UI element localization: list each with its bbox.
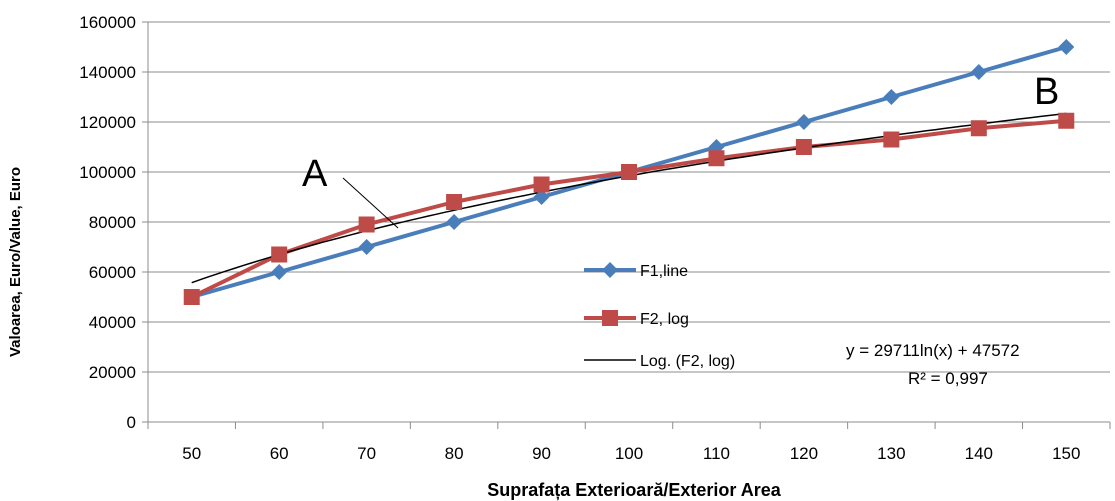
series-1-point (533, 189, 550, 205)
legend-marker-f1 (602, 262, 618, 278)
y-tick-label: 120000 (79, 113, 136, 132)
annotation-a: A (302, 153, 328, 195)
y-tick-label: 60000 (89, 263, 136, 282)
x-axis-title: Suprafața Exterioară/Exterior Area (487, 480, 781, 500)
x-tick-label: 70 (357, 444, 376, 463)
series-1-point (1058, 39, 1075, 55)
labels: 0 20000 40000 60000 80000 100000 120000 140000 1… (7, 13, 1080, 500)
x-tick-label: 120 (790, 444, 818, 463)
x-tick-label: 60 (270, 444, 289, 463)
y-tick-label: 160000 (79, 13, 136, 32)
y-tick-label: 0 (127, 413, 136, 432)
trendline-equation: y = 29711ln(x) + 47572 (846, 341, 1020, 360)
axes (142, 21, 1111, 429)
x-tick-label: 80 (445, 444, 464, 463)
series-1-point (795, 114, 812, 130)
y-tick-label: 100000 (79, 163, 136, 182)
x-tick-label: 130 (877, 444, 905, 463)
x-tick-label: 90 (532, 444, 551, 463)
y-tick-label: 40000 (89, 313, 136, 332)
y-tick-label: 140000 (79, 63, 136, 82)
annotation-b: B (1034, 71, 1059, 113)
legend-label-trendline: Log. (F2, log) (640, 353, 735, 370)
annotation-a-pointer (342, 177, 399, 229)
trendline (191, 112, 1067, 284)
y-tick-label: 20000 (89, 363, 136, 382)
series-2-point (795, 139, 812, 155)
series-1-point (970, 64, 987, 80)
series-1-point (446, 214, 463, 230)
trendline-r-squared: R² = 0,997 (908, 369, 988, 388)
x-tick-label: 150 (1052, 444, 1080, 463)
series-2-point (271, 246, 288, 263)
series-2-point (533, 176, 550, 193)
series-1-point (883, 89, 900, 105)
legend-label-f1: F1,line (640, 263, 688, 280)
series-2-point (358, 216, 375, 233)
series-1-point (271, 264, 288, 280)
y-axis-title: Valoarea, Euro/Value, Euro (7, 167, 24, 357)
series-2-point (621, 164, 637, 180)
x-tick-label: 140 (965, 444, 993, 463)
series (183, 39, 1075, 305)
legend-label-f2: F2, log (640, 311, 689, 328)
series-1-point (358, 239, 375, 255)
x-tick-label: 50 (182, 444, 201, 463)
series-2-point (446, 194, 463, 210)
y-tick-label: 80000 (89, 213, 136, 232)
series-2-point (883, 131, 900, 148)
series-2-point (183, 289, 200, 305)
series-2-point (970, 120, 987, 137)
x-tick-label: 100 (615, 444, 643, 463)
x-tick-label: 110 (703, 444, 730, 463)
legend-marker-f2 (602, 310, 618, 326)
series-2-point (1058, 112, 1075, 129)
series-2-point (708, 150, 725, 167)
